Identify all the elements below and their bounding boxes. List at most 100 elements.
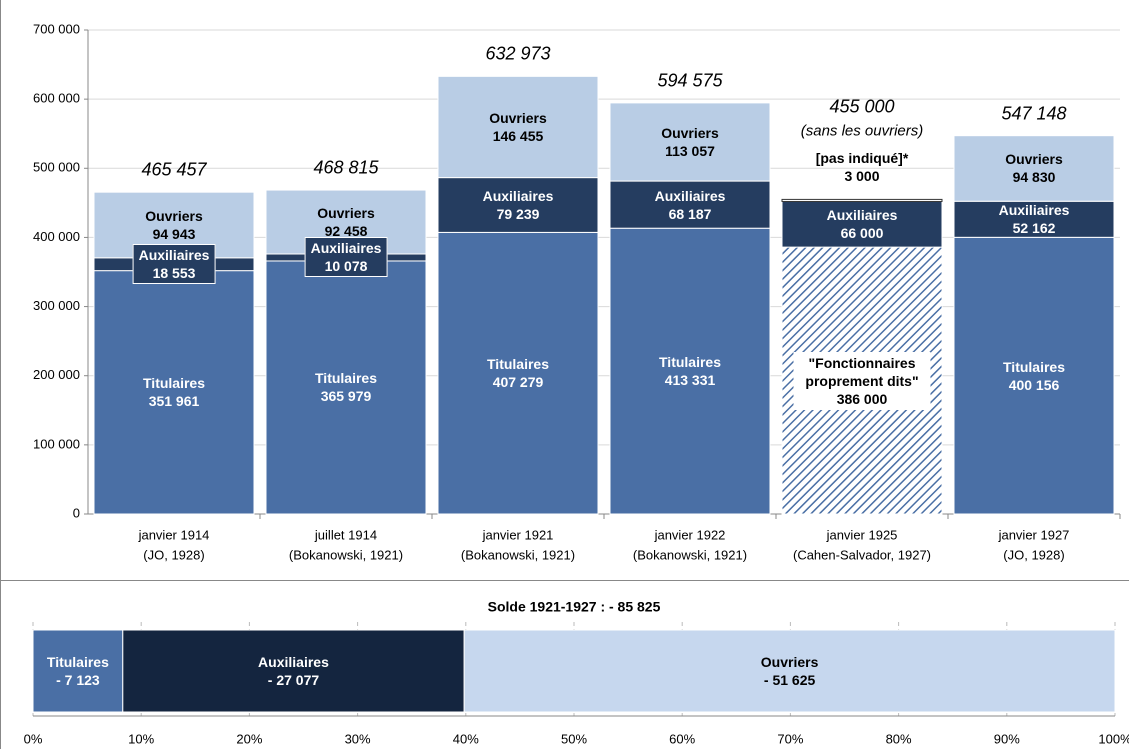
- x-tick-label: 10%: [128, 731, 154, 746]
- value-label: 66 000: [840, 225, 884, 242]
- x-tick-label: 90%: [994, 731, 1020, 746]
- segment-label: Ouvriers 92 458: [317, 204, 375, 240]
- value-label: 351 961: [148, 393, 200, 410]
- x-tick-label: (JO, 1928): [1003, 547, 1064, 562]
- value-label: 18 553: [152, 265, 196, 282]
- value-label: 10 078: [324, 258, 368, 275]
- x-tick-label: 40%: [453, 731, 479, 746]
- y-tick-label: 700 000: [33, 21, 80, 36]
- series-name: Ouvriers: [145, 207, 203, 224]
- x-tick-label: janvier 1922: [654, 527, 726, 542]
- value-label: 3 000: [844, 168, 880, 185]
- series-name: Auxiliaires: [826, 207, 898, 224]
- x-tick-label: juillet 1914: [314, 527, 377, 542]
- y-tick-label: 400 000: [33, 229, 80, 244]
- series-name: Auxiliaires: [138, 247, 210, 264]
- value-label: - 27 077: [267, 672, 320, 688]
- series-name: Ouvriers: [317, 205, 375, 222]
- y-tick-label: 100 000: [33, 436, 80, 451]
- x-tick-label: (Cahen-Salvador, 1927): [793, 547, 931, 562]
- y-tick-label: 600 000: [33, 91, 80, 106]
- segment-label: Titulaires 400 156: [1003, 358, 1065, 394]
- value-label: 68 187: [668, 205, 712, 222]
- bar-segment: [609, 102, 771, 182]
- value-label: 52 162: [1012, 220, 1056, 237]
- x-tick-label: 60%: [669, 731, 695, 746]
- series-name: Auxiliaires: [310, 240, 382, 257]
- value-label: 407 279: [492, 374, 544, 391]
- y-tick-label: 300 000: [33, 298, 80, 313]
- x-tick-label: (Bokanowski, 1921): [633, 547, 747, 562]
- x-tick-label: (Bokanowski, 1921): [289, 547, 403, 562]
- value-label: 92 458: [324, 223, 368, 240]
- segment-label: [pas indiqué]* 3 000: [816, 149, 909, 185]
- segment-label: Auxiliaires 79 239: [483, 187, 554, 223]
- bar-segment: [437, 231, 599, 515]
- segment-label: Auxiliaires - 27 077: [258, 653, 329, 689]
- series-name: "Fonctionnaires proprement dits": [805, 354, 919, 389]
- segment-label: Titulaires - 7 123: [47, 653, 109, 689]
- bar-segment: [781, 198, 943, 202]
- segment-label: "Fonctionnaires proprement dits" 386 000: [793, 351, 931, 410]
- value-label: 146 455: [492, 127, 544, 144]
- series-name: Titulaires: [487, 356, 549, 373]
- x-tick-label: 20%: [236, 731, 262, 746]
- series-name: Ouvriers: [1005, 151, 1063, 168]
- series-name: Ouvriers: [760, 654, 819, 670]
- segment-label: Titulaires 407 279: [487, 355, 549, 391]
- series-name: Auxiliaires: [258, 654, 329, 670]
- total-label: 594 575: [657, 70, 723, 91]
- segment-label: Titulaires 351 961: [143, 374, 205, 410]
- series-name: Titulaires: [46, 654, 109, 670]
- bar-segment: [953, 236, 1115, 515]
- bar-segment: [781, 200, 943, 248]
- bar-segment: [93, 270, 255, 515]
- y-tick-label: 500 000: [33, 160, 80, 175]
- segment-label: Titulaires 413 331: [659, 353, 721, 389]
- segment-label: Ouvriers 146 455: [489, 109, 547, 145]
- series-name: Titulaires: [315, 370, 377, 387]
- value-label: - 51 625: [763, 672, 816, 688]
- value-label: 94 830: [1012, 169, 1056, 186]
- x-tick-label: (Bokanowski, 1921): [461, 547, 575, 562]
- bar-segment: [463, 629, 1116, 713]
- value-label: 79 239: [496, 206, 540, 222]
- segment-label: Auxiliaires 52 162: [999, 201, 1070, 237]
- x-tick-label: 30%: [345, 731, 371, 746]
- segment-label: Auxiliaires 10 078: [304, 237, 388, 278]
- series-name: Auxiliaires: [998, 202, 1070, 219]
- series-name: [pas indiqué]*: [815, 150, 909, 167]
- value-label: 413 331: [664, 372, 716, 389]
- x-tick-label: 70%: [777, 731, 803, 746]
- total-label: 455 000: [829, 96, 895, 117]
- bar-segment: [437, 75, 599, 179]
- x-tick-label: 80%: [886, 731, 912, 746]
- x-tick-label: janvier 1925: [826, 527, 898, 542]
- segment-label: Titulaires 365 979: [315, 369, 377, 405]
- bar-segment: [609, 180, 771, 229]
- total-label: 465 457: [141, 159, 207, 180]
- bar-segment: [265, 260, 427, 515]
- x-tick-label: janvier 1921: [482, 527, 554, 542]
- bar-segment: [609, 227, 771, 515]
- segment-label: Auxiliaires 66 000: [827, 206, 898, 242]
- total-label: 632 973: [485, 43, 551, 64]
- segment-label: Ouvriers 94 830: [1005, 150, 1063, 186]
- value-label: 365 979: [320, 388, 372, 405]
- series-name: Auxiliaires: [482, 188, 554, 204]
- bar-segment: [953, 135, 1115, 202]
- x-tick-label: 0%: [24, 731, 43, 746]
- bar-segment: [437, 177, 599, 233]
- segment-label: Ouvriers 94 943: [145, 207, 203, 243]
- segment-label: Auxiliaires 68 187: [655, 187, 726, 223]
- total-label: 468 815: [313, 157, 379, 178]
- value-label: 113 057: [665, 142, 715, 159]
- value-label: 94 943: [152, 225, 196, 242]
- series-name: Auxiliaires: [654, 187, 726, 204]
- segment-label: Auxiliaires 18 553: [132, 244, 216, 285]
- bar-segment: [953, 200, 1115, 238]
- value-label: - 7 123: [56, 672, 100, 688]
- total-note: (sans les ouvriers): [800, 122, 924, 140]
- segment-label: Ouvriers 113 057: [661, 124, 719, 160]
